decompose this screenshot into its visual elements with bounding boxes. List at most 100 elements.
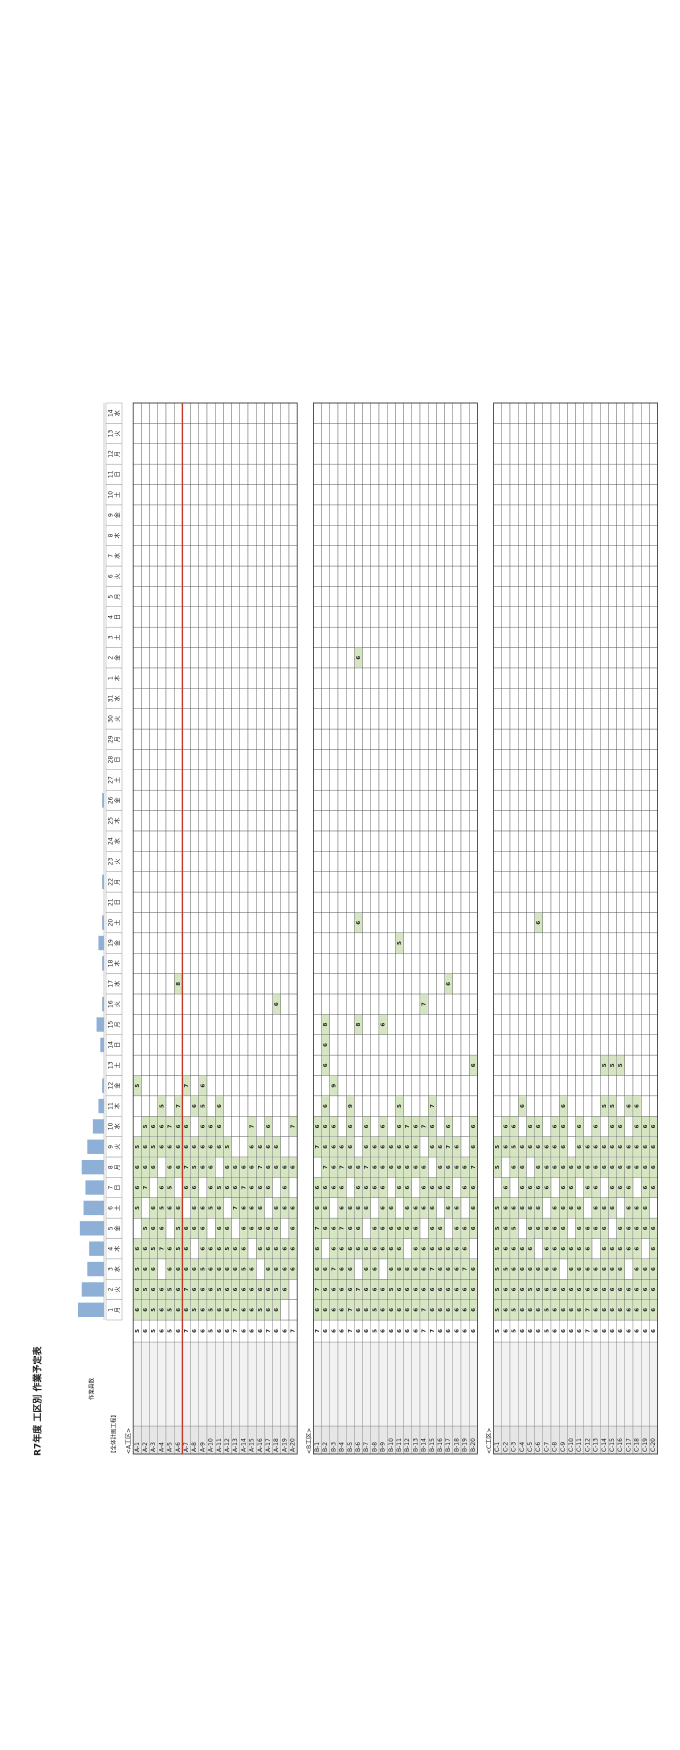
work-count: 6: [143, 1267, 149, 1271]
name-cell: [280, 1341, 290, 1427]
work-count: 5: [209, 1308, 215, 1312]
day-cell: [583, 667, 593, 689]
day-cell: [649, 586, 658, 607]
work-cell: [281, 1198, 289, 1218]
day-cell: [370, 851, 380, 872]
work-cell: [133, 1279, 142, 1300]
work-count: 5: [217, 1287, 223, 1291]
day-cell: [362, 606, 372, 628]
work-count: 6: [258, 1247, 264, 1251]
day-cell: [313, 973, 322, 995]
day-cell: [239, 1136, 249, 1158]
work-count: 7: [250, 1124, 256, 1128]
day-cell: [329, 810, 339, 832]
day-cell: [378, 1075, 388, 1097]
day-cell: [550, 932, 560, 954]
work-cell: [387, 1198, 396, 1218]
work-cell: [633, 1299, 641, 1320]
day-cell: [624, 728, 634, 750]
work-count: 6: [610, 1308, 616, 1312]
weekday-label: 日: [115, 614, 122, 620]
day-cell: [239, 973, 249, 995]
work-cell: [616, 1218, 625, 1239]
work-cell: [248, 1116, 256, 1137]
day-cell: [157, 912, 167, 934]
day-cell: [419, 891, 429, 913]
work-count: 6: [364, 1308, 370, 1312]
work-count: 6: [463, 1185, 469, 1189]
day-cell: [591, 708, 601, 730]
day-cell: [198, 749, 208, 770]
work-cell: [444, 1136, 453, 1157]
day-cell: [509, 891, 519, 913]
work-count: 6: [635, 1165, 641, 1169]
day-cell: [534, 606, 543, 628]
day-cell: [165, 565, 175, 587]
day-cell: [313, 1156, 322, 1178]
row-qty: 6: [536, 1329, 542, 1333]
day-cell: [403, 606, 413, 628]
work-count: 6: [553, 1206, 559, 1210]
work-cell: [641, 1299, 650, 1320]
day-cell: [132, 1034, 142, 1056]
day-cell: [362, 525, 372, 546]
day-cell: [378, 810, 388, 832]
day-cell: [198, 484, 208, 506]
work-count: 5: [274, 1287, 280, 1291]
day-cell: [198, 932, 208, 954]
day-cell: [575, 891, 584, 913]
day-cell: [288, 606, 298, 628]
day-cell: [313, 749, 322, 770]
day-cell: [526, 973, 535, 995]
day-cell: [346, 545, 355, 567]
day-cell: [428, 851, 437, 872]
day-cell: [378, 1034, 388, 1056]
work-cell: [174, 1157, 183, 1178]
day-cell: [149, 667, 159, 689]
day-cell: [141, 423, 150, 444]
headcount-bar: [87, 1139, 104, 1154]
weekday-label: 日: [115, 1042, 122, 1048]
day-cell: [206, 708, 216, 730]
day-cell: [354, 1116, 363, 1137]
day-cell: [616, 953, 625, 974]
work-cell: [313, 1238, 322, 1259]
row-qty: 5: [544, 1329, 550, 1333]
day-cell: [583, 769, 593, 791]
day-cell: [239, 953, 249, 974]
day-cell: [149, 769, 159, 791]
day-cell: [616, 504, 625, 526]
day-cell: [264, 647, 273, 669]
day-cell: [149, 586, 159, 607]
day-cell: [583, 1116, 593, 1137]
day-cell: [567, 1034, 576, 1056]
day-cell: [649, 1075, 658, 1097]
row-qty: 5: [168, 1329, 174, 1333]
day-cell: [329, 443, 339, 465]
day-cell: [509, 728, 519, 750]
day-cell: [403, 789, 413, 811]
work-count: 6: [323, 1185, 329, 1189]
work-count: 6: [250, 1165, 256, 1169]
day-cell: [436, 606, 445, 628]
day-cell: [231, 1014, 241, 1035]
day-cell: [403, 525, 413, 546]
day-cell: [624, 749, 634, 770]
day-cell: [206, 484, 216, 506]
work-cell: [207, 1198, 215, 1218]
day-cell: [428, 1034, 437, 1056]
day-cell: [370, 891, 380, 913]
day-cell: [173, 891, 183, 913]
work-count: 5: [544, 1308, 550, 1312]
day-cell: [329, 1014, 339, 1035]
work-cell: [182, 1218, 191, 1239]
work-count: 8: [323, 1022, 329, 1026]
day-cell: [182, 545, 191, 567]
day-cell: [534, 810, 543, 832]
work-cell: [289, 1198, 297, 1218]
work-cell: [289, 1157, 297, 1178]
work-count: 6: [577, 1287, 583, 1291]
day-cell: [501, 871, 511, 893]
day-cell: [223, 626, 232, 648]
day-cell: [239, 728, 249, 750]
